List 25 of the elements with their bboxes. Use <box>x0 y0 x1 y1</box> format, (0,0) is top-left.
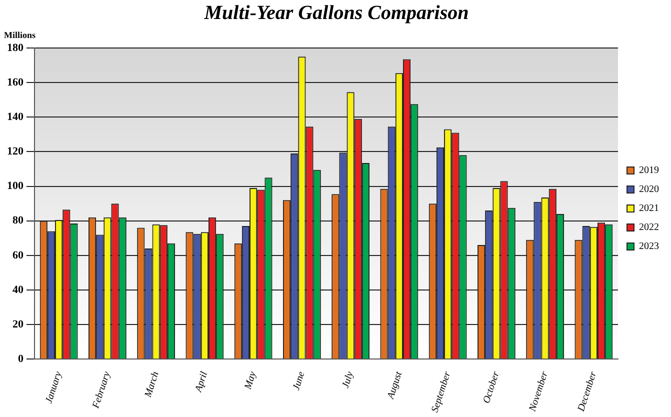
y-tick-label: 40 <box>12 284 24 296</box>
y-tick-label: 80 <box>12 214 24 227</box>
x-tick-label: March <box>142 370 162 400</box>
y-tick-label: 100 <box>7 180 24 192</box>
x-tick-label: June <box>291 370 308 392</box>
x-tick-label: July <box>340 370 356 390</box>
legend-label: 2019 <box>639 165 659 176</box>
legend-label: 2023 <box>639 241 659 252</box>
y-tick-label: 0 <box>18 352 24 365</box>
x-tick-label: October <box>481 370 502 405</box>
y-tick-label: 180 <box>7 42 24 54</box>
chart-title: Multi-Year Gallons Comparison <box>203 2 469 24</box>
y-tick-label: 140 <box>7 110 24 123</box>
legend-label: 2021 <box>639 203 659 214</box>
y-tick-label: 160 <box>7 76 24 88</box>
legend-label: 2022 <box>639 222 659 234</box>
x-tick-label: April <box>192 370 210 394</box>
x-tick-label: January <box>44 370 64 405</box>
y-tick-label: 60 <box>12 249 24 262</box>
x-tick-label: August <box>385 370 405 402</box>
y-axis-title: Millions <box>4 30 36 40</box>
y-tick-label: 20 <box>12 318 24 330</box>
x-tick-label: May <box>242 370 259 392</box>
legend-label: 2020 <box>639 184 659 196</box>
y-tick-label: 120 <box>7 146 24 158</box>
